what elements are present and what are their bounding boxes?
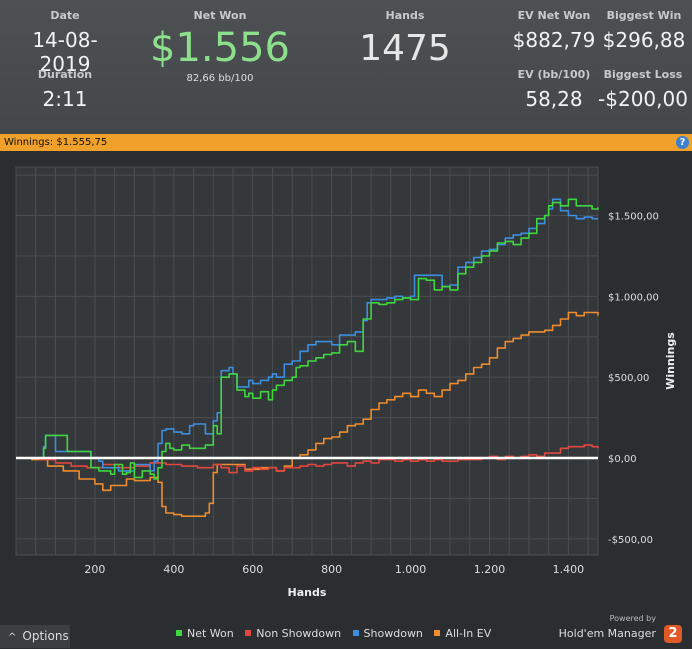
biggest-loss-stat: Biggest Loss -$200,00 — [596, 68, 690, 111]
legend-swatch-non-showdown — [245, 630, 252, 636]
net-won-value: $1.556 — [150, 25, 290, 71]
net-won-label: Net Won — [193, 9, 247, 22]
duration-stat: Duration 2:11 — [10, 68, 120, 111]
hands-label: Hands — [385, 9, 425, 22]
winnings-bar: Winnings: $1.555,75 ? — [0, 134, 692, 151]
x-axis-label: Hands — [288, 586, 327, 599]
y-tick-label: $1.000,00 — [608, 292, 659, 303]
ev-bb-value: 58,28 — [525, 87, 583, 111]
legend-all-in-ev[interactable]: All-In EV — [434, 627, 491, 640]
duration-value: 2:11 — [42, 87, 88, 111]
date-label: Date — [50, 9, 80, 22]
x-tick-label: 1.400 — [553, 563, 585, 576]
powered-by-text: Powered by — [609, 614, 656, 623]
date-value: 14-08-2019 — [32, 28, 98, 76]
biggest-loss-label: Biggest Loss — [603, 68, 683, 81]
plot-area — [15, 166, 599, 556]
legend-non-showdown[interactable]: Non Showdown — [245, 627, 341, 640]
ev-net-won-label: EV Net Won — [517, 9, 591, 22]
biggest-loss-value: -$200,00 — [598, 87, 688, 111]
chevron-up-icon: ^ — [8, 632, 17, 643]
y-tick-label: $500,00 — [608, 373, 649, 384]
ev-bb-label: EV (bb/100) — [517, 68, 591, 81]
winnings-chart: 200 400 600 800 1.000 1.200 1.400 -$500,00 $0,0… — [0, 151, 692, 625]
net-won-stat: Net Won $1.556 82,66 bb/100 — [140, 9, 300, 84]
x-tick-label: 600 — [242, 563, 263, 576]
hands-stat: Hands 1475 — [345, 9, 465, 70]
options-label: Options — [22, 629, 69, 643]
biggest-win-label: Biggest Win — [606, 9, 682, 22]
brand-logo: Powered by Hold'em Manager 2 — [559, 614, 682, 643]
ev-net-won-stat: EV Net Won $882,79 — [508, 9, 600, 52]
x-tick-label: 800 — [321, 563, 342, 576]
legend-swatch-net-won — [176, 630, 182, 636]
legend-swatch-all-in-ev — [434, 630, 441, 636]
stats-panel: Date 14-08-2019 Duration 2:11 Net Won $1… — [0, 0, 692, 134]
bb-per-100-value: 82,66 bb/100 — [186, 73, 254, 84]
biggest-win-stat: Biggest Win $296,88 — [598, 9, 690, 52]
winnings-text: Winnings: $1.555,75 — [4, 137, 108, 148]
help-icon[interactable]: ? — [676, 136, 689, 149]
biggest-win-value: $296,88 — [602, 28, 686, 52]
legend-net-won[interactable]: Net Won — [176, 627, 234, 640]
x-tick-label: 1.200 — [474, 563, 506, 576]
duration-label: Duration — [37, 68, 93, 81]
date-stat: Date 14-08-2019 — [10, 9, 120, 76]
brand-badge-icon: 2 — [664, 624, 682, 643]
ev-bb-stat: EV (bb/100) 58,28 — [508, 68, 600, 111]
x-tick-label: 200 — [84, 563, 105, 576]
series-lines — [16, 198, 599, 518]
grid — [16, 167, 598, 555]
y-tick-label: $0,00 — [608, 454, 637, 465]
options-button[interactable]: ^ Options — [0, 625, 70, 648]
hands-value: 1475 — [359, 28, 451, 69]
legend-swatch-showdown — [352, 630, 359, 636]
y-tick-label: $1.500,00 — [608, 212, 659, 223]
x-tick-label: 400 — [163, 563, 184, 576]
legend-showdown[interactable]: Showdown — [352, 627, 423, 640]
y-axis-label: Winnings — [664, 332, 677, 390]
brand-name: Hold'em Manager — [558, 627, 656, 640]
x-tick-label: 1.000 — [395, 563, 427, 576]
series-line-showdown — [16, 198, 598, 472]
x-tick-labels: 200 400 600 800 1.000 1.200 1.400 — [84, 563, 584, 576]
ev-net-won-value: $882,79 — [512, 28, 596, 52]
y-tick-label: -$500,00 — [608, 535, 653, 546]
chart-legend: Net Won Non Showdown Showdown All-In EV — [176, 627, 491, 640]
y-tick-labels: -$500,00 $0,00 $500,00 $1.000,00 $1.500,00 — [608, 212, 659, 546]
series-line-net-won — [16, 198, 599, 480]
